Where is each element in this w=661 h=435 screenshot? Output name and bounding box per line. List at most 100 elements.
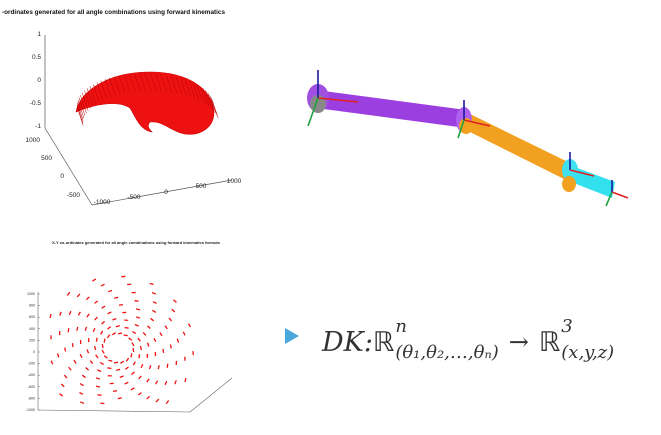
dash bbox=[93, 328, 95, 332]
y-tick-label: -1000 bbox=[26, 408, 35, 412]
dash bbox=[108, 327, 111, 329]
dash bbox=[92, 279, 95, 281]
dash bbox=[121, 276, 125, 277]
bottom-plot: X-Y co-ordinates generated for all angle… bbox=[26, 240, 232, 412]
dash bbox=[51, 361, 53, 365]
dash bbox=[125, 382, 129, 384]
dash bbox=[112, 319, 116, 320]
dash bbox=[133, 362, 135, 365]
dash bbox=[96, 355, 98, 358]
dash bbox=[80, 402, 84, 403]
dash bbox=[149, 365, 150, 369]
y-tick-label: -400 bbox=[28, 373, 35, 377]
dash bbox=[154, 338, 156, 342]
dash bbox=[108, 290, 112, 291]
dash bbox=[139, 354, 140, 358]
dash bbox=[152, 293, 156, 294]
dash bbox=[193, 351, 194, 355]
dash bbox=[185, 378, 186, 382]
codomain-set: ℝ bbox=[539, 327, 560, 358]
joint bbox=[562, 176, 576, 192]
dash bbox=[61, 384, 64, 387]
dash bbox=[156, 381, 158, 384]
dash bbox=[147, 326, 150, 329]
formula-lhs: DK: bbox=[322, 327, 373, 358]
codomain-exponent: 3 bbox=[561, 318, 614, 336]
dash bbox=[166, 401, 168, 404]
dash bbox=[107, 335, 109, 338]
dash bbox=[125, 367, 128, 369]
dash bbox=[64, 375, 67, 378]
dash bbox=[95, 317, 98, 320]
dash bbox=[96, 378, 100, 379]
dash bbox=[95, 301, 98, 303]
dash bbox=[138, 338, 140, 341]
dash bbox=[57, 353, 58, 357]
z-tick-label: -0.5 bbox=[30, 100, 42, 107]
dash bbox=[133, 348, 134, 352]
dash bbox=[114, 297, 118, 298]
x-axis bbox=[92, 180, 232, 205]
dash bbox=[108, 312, 112, 314]
dash bbox=[104, 339, 105, 343]
dash bbox=[50, 314, 51, 318]
dash bbox=[138, 393, 141, 395]
dash bbox=[102, 321, 105, 324]
dash bbox=[135, 301, 139, 302]
dash bbox=[80, 384, 83, 386]
dash bbox=[104, 356, 107, 358]
y-tick-label: 600 bbox=[29, 315, 35, 319]
dash bbox=[74, 360, 76, 363]
dash bbox=[143, 332, 146, 335]
dash bbox=[69, 367, 71, 370]
x-tick-label: -1000 bbox=[94, 199, 111, 206]
dash bbox=[86, 297, 89, 300]
y-tick-label: 500 bbox=[41, 155, 52, 162]
robot-arm bbox=[307, 70, 628, 206]
dash bbox=[136, 309, 140, 310]
dash bbox=[136, 317, 140, 318]
point-cloud bbox=[50, 276, 193, 403]
dash bbox=[80, 354, 82, 358]
dash bbox=[131, 353, 132, 357]
dash bbox=[188, 324, 190, 327]
arrow: → bbox=[509, 328, 529, 356]
y-tick-label: 0 bbox=[60, 173, 64, 180]
x-tick-label: 500 bbox=[196, 183, 207, 190]
domain-subscript: (θ₁,θ₂,…,θₙ) bbox=[395, 344, 498, 362]
dash bbox=[112, 333, 115, 335]
dash bbox=[139, 376, 142, 379]
dash bbox=[160, 333, 162, 336]
dash bbox=[169, 318, 172, 321]
dash bbox=[77, 327, 78, 331]
dash bbox=[175, 380, 176, 384]
dash bbox=[147, 379, 149, 382]
dash bbox=[97, 395, 101, 396]
z-tick-label: -1 bbox=[35, 123, 41, 130]
dash bbox=[102, 344, 103, 348]
z-tick-label: 0.5 bbox=[32, 54, 41, 61]
dash bbox=[132, 332, 135, 334]
dash bbox=[102, 306, 105, 308]
dash bbox=[116, 326, 120, 327]
domain-set: ℝ bbox=[373, 327, 394, 358]
bullet bbox=[285, 328, 299, 344]
domain-exponent: n bbox=[395, 318, 498, 336]
dash bbox=[60, 394, 63, 396]
dash bbox=[96, 386, 100, 387]
dash bbox=[100, 362, 103, 364]
dash bbox=[152, 310, 155, 312]
dash bbox=[82, 375, 85, 377]
link-1 bbox=[316, 90, 466, 128]
dash bbox=[90, 361, 93, 364]
dash bbox=[118, 333, 122, 334]
dash bbox=[131, 372, 134, 375]
dash bbox=[124, 335, 128, 336]
z-tick-label: 0 bbox=[37, 77, 41, 84]
dash bbox=[156, 399, 159, 402]
dash bbox=[85, 327, 86, 331]
y-tick-label: 800 bbox=[29, 304, 35, 308]
dash bbox=[101, 331, 103, 334]
y-tick-label: 400 bbox=[29, 327, 35, 331]
dash bbox=[151, 318, 154, 320]
